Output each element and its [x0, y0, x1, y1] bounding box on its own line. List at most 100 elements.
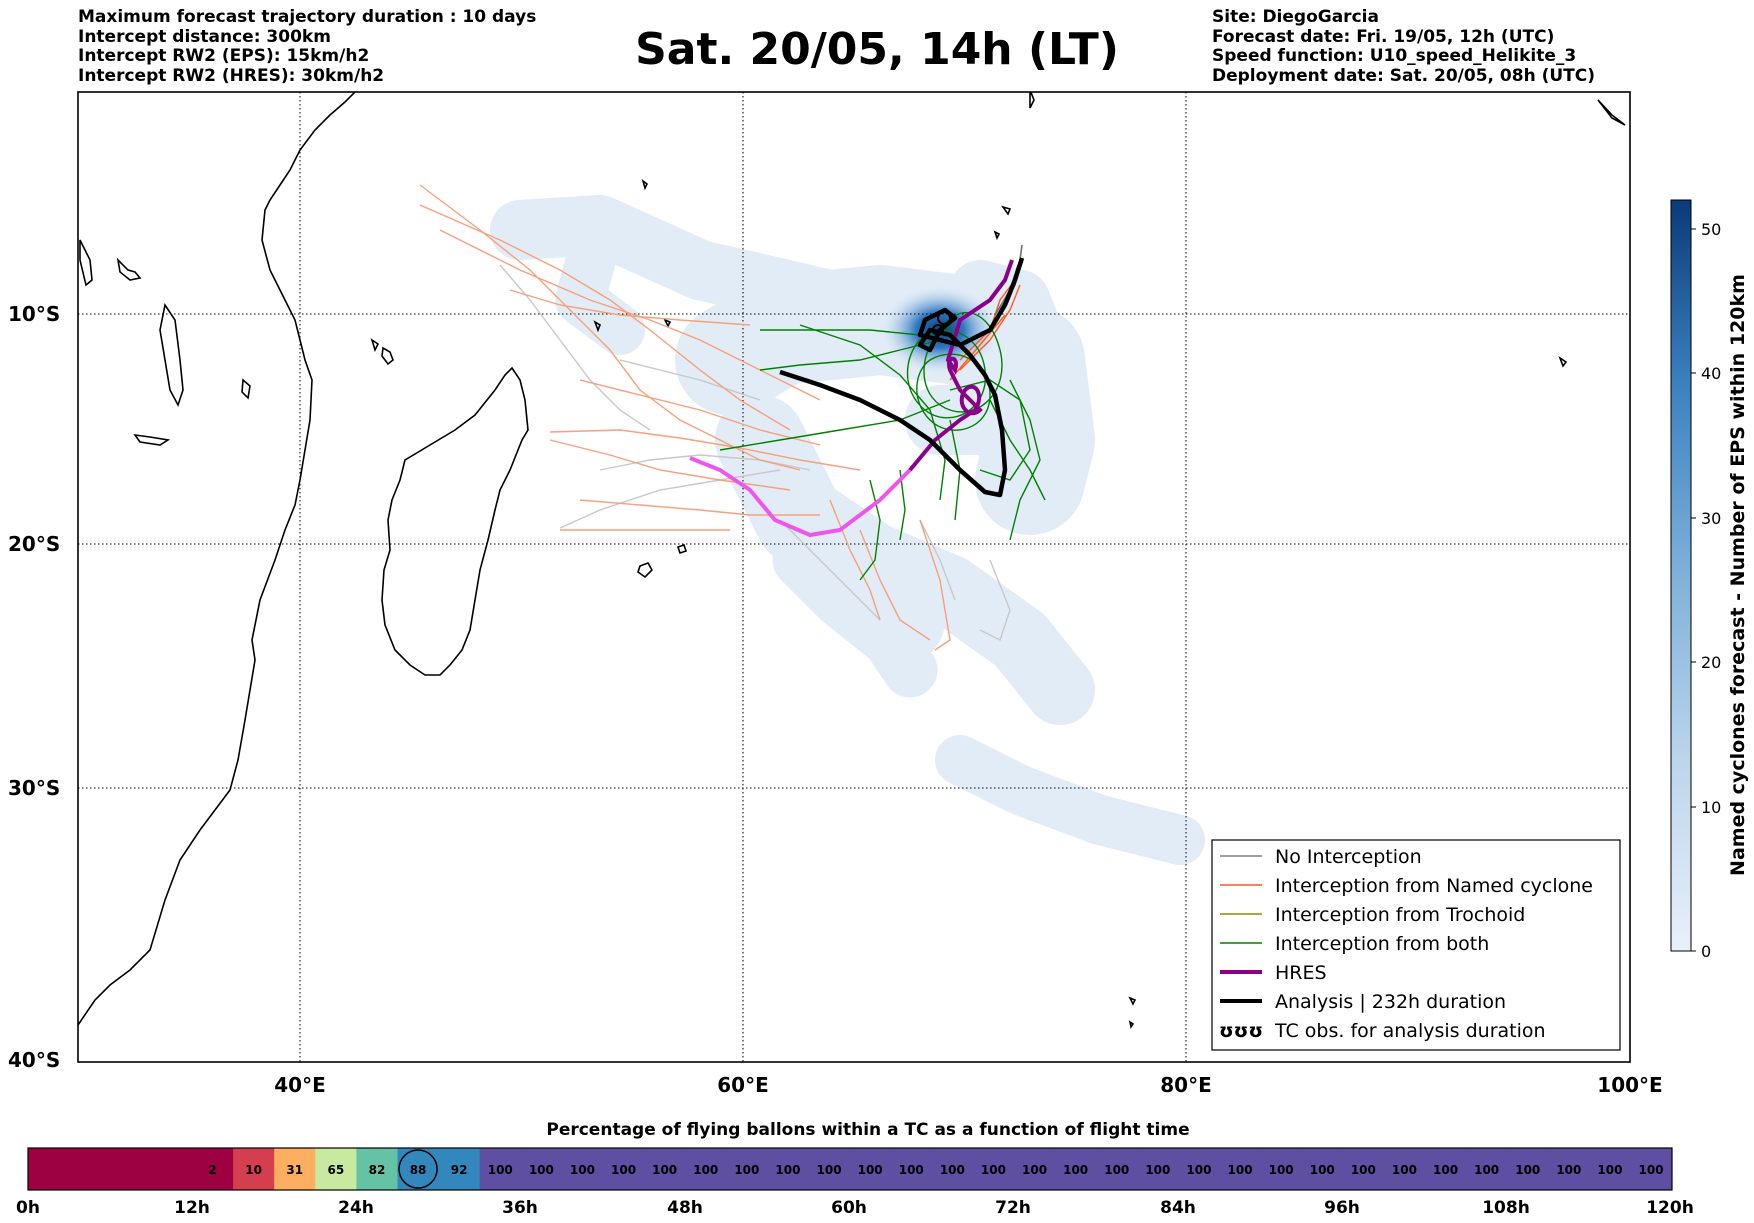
- legend-item-both: Interception from both: [1220, 933, 1489, 955]
- flight-bar-value: 100: [981, 1163, 1006, 1177]
- svg-text:20: 20: [1701, 653, 1721, 672]
- flight-bar-value: 10: [245, 1163, 262, 1177]
- header-rw2-eps: Intercept RW2 (EPS): 15km/h2: [78, 46, 370, 66]
- svg-text:120h: 120h: [1646, 1198, 1694, 1218]
- madagascar-coastline: [381, 366, 529, 676]
- header-intercept-distance: Intercept distance: 300km: [78, 26, 331, 47]
- svg-text:0: 0: [1701, 942, 1711, 961]
- header-rw2-hres: Intercept RW2 (HRES): 30km/h2: [78, 65, 385, 86]
- flight-bar-value: 100: [488, 1163, 513, 1177]
- flight-bar-value: 100: [1597, 1163, 1622, 1177]
- flight-bar-frame: [27, 1147, 1673, 1191]
- island-chagos: [993, 205, 1568, 368]
- flight-bar-value: 100: [1433, 1163, 1458, 1177]
- flight-bar-cell: [1589, 1148, 1631, 1190]
- flight-bar-cell: [931, 1148, 974, 1190]
- svg-text:Interception from both: Interception from both: [1275, 933, 1489, 955]
- flight-bar-value: 100: [1556, 1163, 1581, 1177]
- map-content: [78, 92, 1630, 1062]
- flight-bar-cell: [1342, 1148, 1385, 1190]
- flight-time-labels: 0h 12h 24h 36h 48h 60h 72h 84h 96h 108h …: [16, 1198, 1694, 1218]
- island-comoros: [370, 338, 394, 366]
- flight-bar-value: 31: [286, 1163, 303, 1177]
- svg-text:0h: 0h: [16, 1198, 40, 1218]
- lon-label-40e: 40°E: [274, 1073, 326, 1097]
- map-frame: [77, 91, 1631, 1063]
- tc-obs-markers: [932, 311, 951, 336]
- flight-bar-cell: [315, 1148, 357, 1190]
- flight-bar-value: 100: [1310, 1163, 1335, 1177]
- lon-axis-labels: 40°E 60°E 80°E 100°E: [274, 1073, 1662, 1097]
- flight-bar-cell: [726, 1148, 768, 1190]
- island-zanzibar: [241, 378, 251, 400]
- header-forecast-date: Forecast date: Fri. 19/05, 12h (UTC): [1212, 26, 1555, 47]
- lat-label-10s: 10°S: [8, 302, 60, 326]
- flight-bar-value: 92: [451, 1163, 468, 1177]
- header-speed-function: Speed function: U10_speed_Helikite_3: [1212, 46, 1577, 66]
- flight-bar-value: 100: [652, 1163, 677, 1177]
- header-left: Maximum forecast trajectory duration : 1…: [78, 7, 536, 86]
- legend-item-hres: HRES: [1220, 962, 1327, 984]
- flight-bar-value: 100: [858, 1163, 883, 1177]
- flight-bar-value: 100: [1104, 1163, 1129, 1177]
- flight-bar-cell: [233, 1148, 275, 1190]
- legend-item-named-cyclone: Interception from Named cyclone: [1220, 875, 1593, 897]
- lat-axis-labels: 10°S 20°S 30°S 40°S: [8, 302, 60, 1072]
- svg-text:HRES: HRES: [1275, 962, 1327, 984]
- svg-text:60h: 60h: [831, 1198, 867, 1218]
- island-lake-3: [133, 433, 171, 446]
- flight-bar-title: Percentage of flying ballons within a TC…: [546, 1120, 1189, 1140]
- svg-text:108h: 108h: [1482, 1198, 1530, 1218]
- svg-text:48h: 48h: [667, 1198, 703, 1218]
- map-panel[interactable]: 10°S 20°S 30°S 40°S 40°E 60°E 80°E 100°E…: [8, 90, 1663, 1097]
- header-right: Site: DiegoGarcia Forecast date: Fri. 19…: [1212, 7, 1595, 86]
- lat-label-30s: 30°S: [8, 776, 60, 800]
- svg-text:12h: 12h: [174, 1198, 210, 1218]
- flight-bar-value: 100: [1351, 1163, 1376, 1177]
- lon-label-100e: 100°E: [1597, 1073, 1662, 1097]
- flight-bar-cell: [1383, 1148, 1426, 1190]
- flight-bar-value: 100: [1063, 1163, 1088, 1177]
- flight-bar-cell: [1014, 1148, 1056, 1190]
- svg-text:36h: 36h: [502, 1198, 538, 1218]
- flight-bar-cell: [1425, 1148, 1467, 1190]
- lat-label-20s: 20°S: [8, 532, 60, 556]
- colorbar-label: Named cyclones forecast - Number of EPS …: [1727, 274, 1749, 876]
- flight-bar-cell: [644, 1148, 686, 1190]
- lon-label-60e: 60°E: [717, 1073, 769, 1097]
- svg-text:72h: 72h: [995, 1198, 1031, 1218]
- flight-bar-cell: [1219, 1148, 1262, 1190]
- flight-bar-cell: [520, 1148, 563, 1190]
- flight-bar-cell: [972, 1148, 1015, 1190]
- flight-bar-value: 100: [1392, 1163, 1417, 1177]
- island-lake-2: [116, 257, 142, 281]
- island-lake-4: [79, 239, 93, 287]
- lat-label-40s: 40°S: [8, 1048, 60, 1072]
- legend-item-no-interception: No Interception: [1220, 846, 1422, 868]
- flight-bar-cell: [603, 1148, 645, 1190]
- island-amsterdam: [1128, 996, 1137, 1030]
- flight-bar-value: 100: [693, 1163, 718, 1177]
- lon-label-80e: 80°E: [1160, 1073, 1212, 1097]
- svg-text:TC obs. for analysis duration: TC obs. for analysis duration: [1274, 1020, 1546, 1042]
- flight-bar-value: 100: [940, 1163, 965, 1177]
- flight-bar-value: 82: [369, 1163, 386, 1177]
- flight-bar-cell: [1096, 1148, 1138, 1190]
- legend-box: [1211, 839, 1621, 1051]
- island-mauritius: [676, 543, 688, 555]
- track-analysis: [779, 257, 1025, 498]
- flight-bar-cell: [1301, 1148, 1344, 1190]
- legend-item-analysis: Analysis | 232h duration: [1220, 991, 1506, 1013]
- island-lake-1: [159, 302, 184, 408]
- legend-item-trochoid: Interception from Trochoid: [1220, 904, 1525, 926]
- flight-bar-value: 100: [1022, 1163, 1047, 1177]
- flight-bar-cell: [479, 1148, 522, 1190]
- flight-bar-cell: [438, 1148, 481, 1190]
- flight-bar-value: 100: [734, 1163, 759, 1177]
- flight-bar-value: 100: [1639, 1163, 1664, 1177]
- page-title: Sat. 20/05, 14h (LT): [635, 24, 1119, 75]
- flight-time-bar: Percentage of flying ballons within a TC…: [16, 1120, 1694, 1218]
- svg-text:No Interception: No Interception: [1275, 846, 1422, 868]
- svg-text:40: 40: [1701, 364, 1721, 383]
